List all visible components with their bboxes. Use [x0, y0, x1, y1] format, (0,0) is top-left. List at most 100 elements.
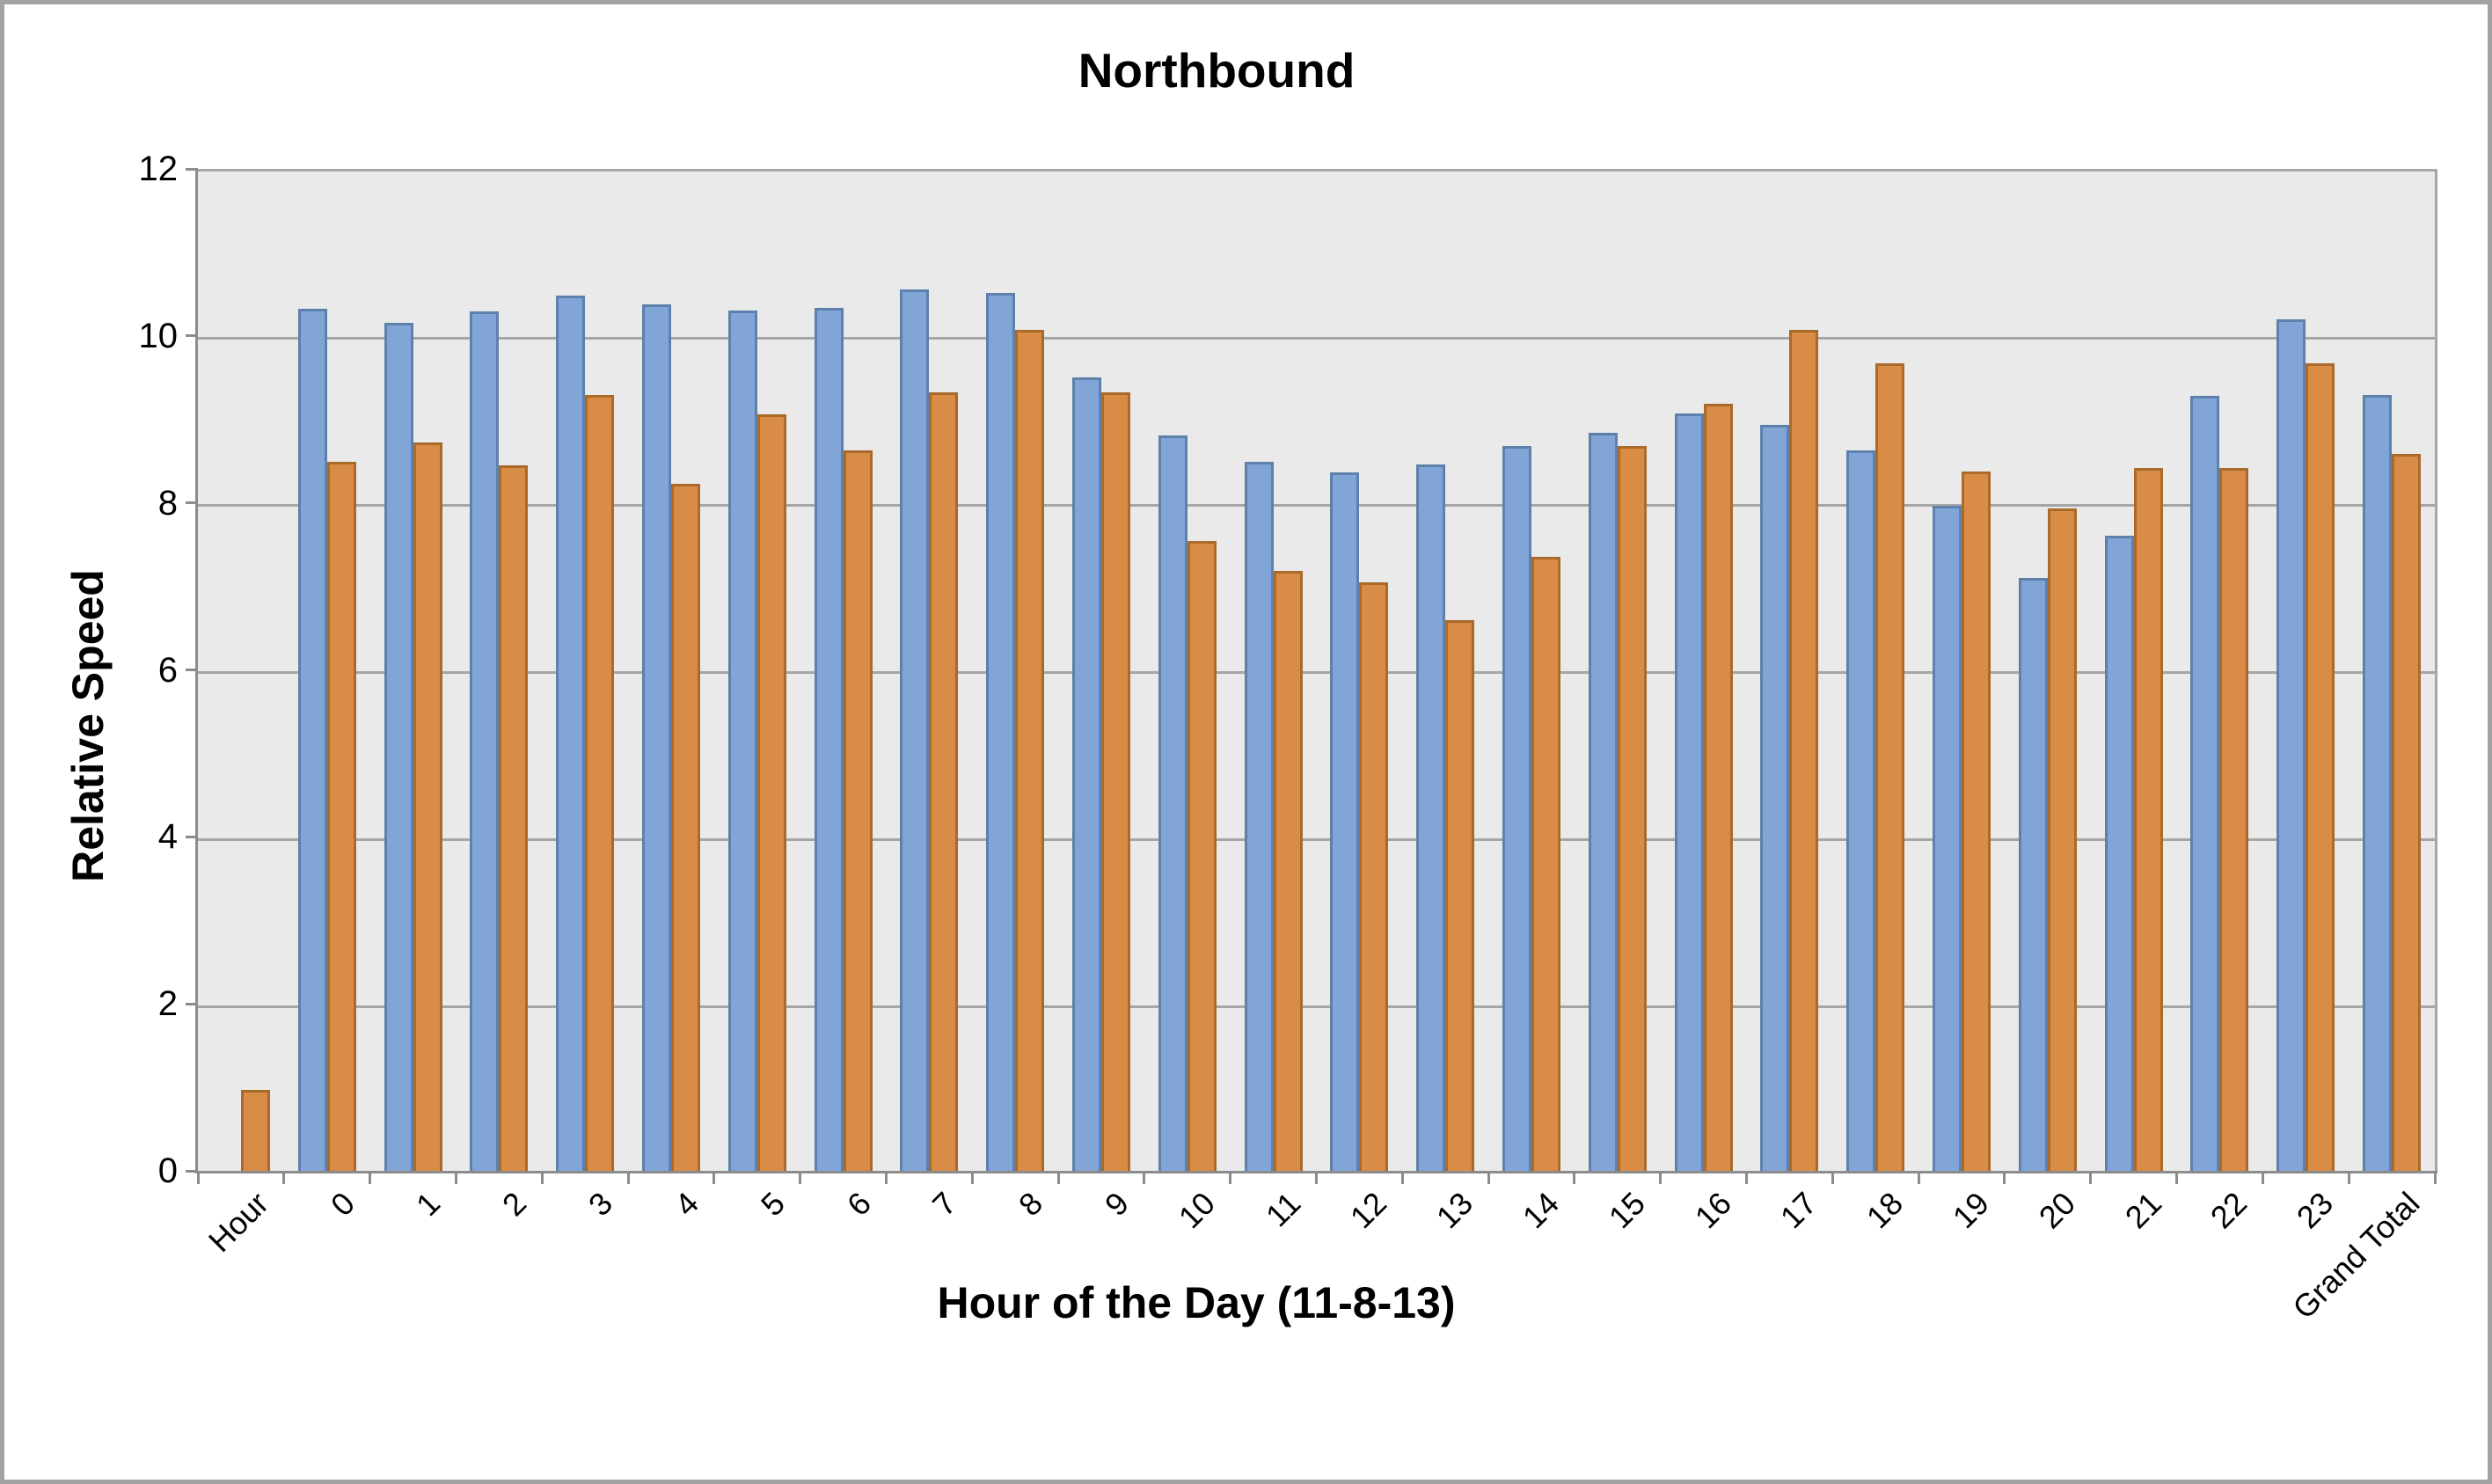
y-tick-label-8: 8: [157, 483, 178, 523]
chart-title: Northbound: [1078, 43, 1356, 98]
x-tick-mark-14: [1400, 1171, 1404, 1184]
gridline-6: [198, 671, 2435, 674]
y-tick-mark-12: [186, 167, 198, 171]
bar-orange-12: [1359, 582, 1389, 1173]
y-axis-line: [195, 169, 198, 1173]
bar-orange-3: [585, 395, 615, 1173]
bar-blue-14: [1502, 446, 1532, 1173]
bar-blue-10: [1158, 435, 1188, 1173]
y-tick-mark-8: [186, 501, 198, 505]
bar-blue-5: [727, 310, 757, 1173]
bar-blue-6: [814, 307, 844, 1173]
x-tick-mark-4: [540, 1171, 544, 1184]
x-tick-mark-15: [1487, 1171, 1490, 1184]
x-tick-mark-26: [2433, 1171, 2437, 1184]
x-tick-mark-6: [713, 1171, 716, 1184]
bar-orange-6: [843, 450, 873, 1173]
y-tick-label-12: 12: [138, 150, 179, 188]
y-tick-label-2: 2: [157, 984, 178, 1024]
bar-orange-9: [1100, 391, 1130, 1173]
bar-orange-16: [1703, 403, 1733, 1173]
bar-orange-14: [1531, 556, 1561, 1173]
bar-blue-16: [1674, 413, 1704, 1173]
bar-orange-13: [1445, 619, 1475, 1173]
bar-blue-4: [641, 303, 671, 1173]
bar-blue-2: [470, 311, 500, 1173]
plot-area: [198, 169, 2437, 1173]
bar-blue-8: [986, 292, 1016, 1173]
y-tick-mark-10: [186, 334, 198, 338]
gridline-2: [198, 1005, 2435, 1008]
bar-orange-20: [2047, 508, 2077, 1173]
bar-orange-7: [929, 391, 959, 1173]
bar-blue-18: [1846, 450, 1876, 1173]
x-tick-mark-5: [626, 1171, 630, 1184]
x-tick-mark-17: [1659, 1171, 1663, 1184]
x-tick-mark-7: [799, 1171, 802, 1184]
x-tick-mark-3: [454, 1171, 457, 1184]
bar-orange-5: [756, 414, 786, 1173]
bar-orange-15: [1617, 446, 1647, 1173]
x-tick-mark-0: [196, 1171, 200, 1184]
bar-orange-21: [2133, 467, 2163, 1173]
bar-orange-22: [2219, 467, 2249, 1173]
y-tick-label-10: 10: [138, 316, 179, 355]
y-tick-mark-2: [186, 1002, 198, 1005]
bar-blue-21: [2104, 535, 2134, 1173]
bar-orange-18: [1875, 363, 1905, 1173]
y-tick-mark-4: [186, 835, 198, 838]
bar-orange-0: [326, 462, 356, 1173]
bar-orange-Hour: [240, 1090, 270, 1173]
bar-blue-19: [1933, 505, 1962, 1173]
bar-blue-Grand Total: [2363, 395, 2393, 1173]
x-tick-mark-22: [2089, 1171, 2093, 1184]
x-tick-mark-23: [2175, 1171, 2179, 1184]
bar-blue-7: [900, 289, 930, 1173]
x-tick-mark-20: [1917, 1171, 1920, 1184]
y-tick-label-6: 6: [157, 650, 178, 690]
bar-orange-4: [670, 484, 700, 1173]
bar-orange-2: [499, 465, 529, 1173]
y-tick-mark-6: [186, 669, 198, 671]
x-tick-mark-9: [970, 1171, 974, 1184]
x-tick-mark-2: [369, 1171, 372, 1184]
bar-blue-1: [384, 322, 413, 1173]
bar-blue-22: [2190, 396, 2220, 1173]
bar-orange-10: [1187, 541, 1217, 1173]
bar-blue-23: [2276, 319, 2306, 1173]
x-tick-mark-19: [1831, 1171, 1834, 1184]
x-tick-mark-18: [1745, 1171, 1749, 1184]
y-tick-mark-0: [186, 1169, 198, 1173]
bar-blue-11: [1244, 462, 1274, 1173]
bar-orange-11: [1273, 570, 1303, 1173]
x-tick-mark-24: [2261, 1171, 2264, 1184]
x-tick-mark-1: [282, 1171, 286, 1184]
bar-orange-Grand Total: [2392, 453, 2422, 1173]
x-tick-mark-13: [1315, 1171, 1318, 1184]
bar-orange-23: [2306, 363, 2335, 1173]
bar-blue-15: [1588, 433, 1618, 1173]
bar-blue-20: [2018, 578, 2048, 1173]
bar-orange-8: [1015, 330, 1045, 1173]
x-axis-title: Hour of the Day (11-8-13): [937, 1278, 1456, 1327]
bar-blue-13: [1416, 464, 1446, 1173]
x-tick-mark-16: [1573, 1171, 1576, 1184]
bar-orange-17: [1789, 330, 1819, 1173]
bar-blue-9: [1071, 376, 1101, 1173]
y-tick-label-0: 0: [157, 1151, 178, 1190]
bar-blue-17: [1760, 424, 1790, 1173]
y-tick-label-4: 4: [157, 817, 178, 857]
gridline-10: [198, 337, 2435, 340]
x-tick-mark-11: [1143, 1171, 1146, 1184]
x-tick-mark-21: [2003, 1171, 2006, 1184]
bar-blue-12: [1330, 472, 1360, 1173]
bar-orange-1: [413, 442, 442, 1173]
x-tick-mark-10: [1056, 1171, 1060, 1184]
bar-orange-19: [1962, 471, 1991, 1173]
x-tick-mark-8: [884, 1171, 888, 1184]
gridline-4: [198, 837, 2435, 841]
gridline-8: [198, 504, 2435, 508]
bar-blue-0: [297, 308, 327, 1173]
bar-blue-3: [556, 296, 586, 1173]
